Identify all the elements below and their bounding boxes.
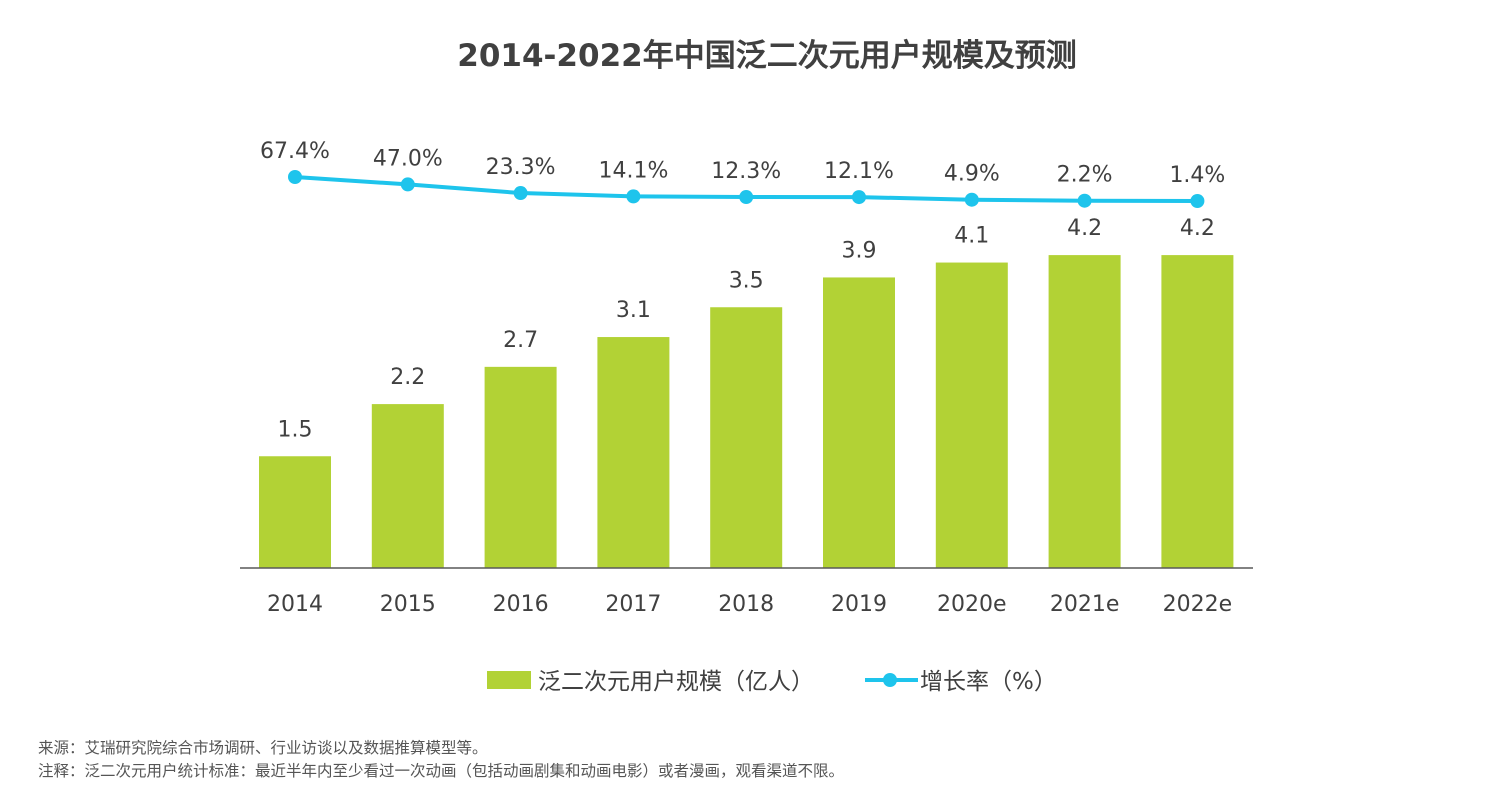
bar-label-2018: 3.5 bbox=[729, 268, 764, 293]
growth-label-2019: 12.1% bbox=[824, 159, 894, 184]
bar-label-2016: 2.7 bbox=[503, 328, 538, 353]
growth-point-2015 bbox=[400, 177, 415, 192]
growth-label-2016: 23.3% bbox=[486, 155, 556, 180]
bar-2015 bbox=[371, 404, 444, 568]
x-tick-2020e: 2020e bbox=[937, 592, 1007, 617]
bars-group: 1.5 2.2 2.7 3.1 3.5 3.9 4.1 4.2 4.2 bbox=[259, 216, 1234, 568]
bar-label-2021e: 4.2 bbox=[1067, 216, 1102, 241]
bar-label-2019: 3.9 bbox=[842, 238, 877, 263]
x-tick-2014: 2014 bbox=[267, 592, 323, 617]
growth-label-2021e: 2.2% bbox=[1057, 163, 1113, 188]
growth-label-2022e: 1.4% bbox=[1169, 163, 1225, 188]
legend-bar-swatch bbox=[487, 671, 531, 689]
growth-point-2021e bbox=[1077, 193, 1092, 208]
annotation-note: 注释：泛二次元用户统计标准：最近半年内至少看过一次动画（包括动画剧集和动画电影）… bbox=[38, 762, 845, 780]
bar-label-2017: 3.1 bbox=[616, 298, 651, 323]
growth-point-2022e bbox=[1190, 194, 1205, 208]
growth-label-2017: 14.1% bbox=[598, 158, 668, 183]
bar-label-2020e: 4.1 bbox=[954, 224, 989, 249]
legend-line-marker bbox=[883, 673, 897, 687]
growth-label-2018: 12.3% bbox=[711, 159, 781, 184]
bar-2021e bbox=[1048, 255, 1121, 568]
bar-label-2014: 1.5 bbox=[278, 417, 313, 442]
x-tick-2021e: 2021e bbox=[1050, 592, 1120, 617]
line-group: 67.4% 47.0% 23.3% 14.1% 12.3% 12.1% 4.9% 2.2% 1.… bbox=[260, 139, 1225, 208]
bar-label-2022e: 4.2 bbox=[1180, 216, 1215, 241]
bar-2018 bbox=[710, 307, 783, 568]
chart-title: 2014-2022年中国泛二次元用户规模及预测 bbox=[457, 38, 1076, 74]
x-axis-ticks: 2014 2015 2016 2017 2018 2019 2020e 2021e 2022e bbox=[267, 592, 1232, 617]
growth-label-2015: 47.0% bbox=[373, 146, 443, 171]
growth-point-2020e bbox=[964, 192, 979, 207]
x-tick-2019: 2019 bbox=[831, 592, 887, 617]
bar-2014 bbox=[259, 456, 331, 568]
bar-2017 bbox=[597, 337, 670, 568]
growth-point-2017 bbox=[626, 189, 641, 204]
x-tick-2015: 2015 bbox=[380, 592, 436, 617]
x-tick-2017: 2017 bbox=[605, 592, 661, 617]
growth-point-2016 bbox=[513, 186, 528, 201]
growth-point-2018 bbox=[739, 190, 754, 205]
legend-line-label: 增长率（%） bbox=[920, 669, 1057, 695]
x-tick-2016: 2016 bbox=[493, 592, 549, 617]
notes: 来源：艾瑞研究院综合市场调研、行业访谈以及数据推算模型等。 注释：泛二次元用户统… bbox=[38, 737, 844, 783]
x-tick-2022e: 2022e bbox=[1163, 592, 1233, 617]
growth-point-2019 bbox=[852, 190, 866, 205]
bar-2019 bbox=[823, 277, 895, 568]
bar-2022e bbox=[1161, 255, 1234, 568]
source-note: 来源：艾瑞研究院综合市场调研、行业访谈以及数据推算模型等。 bbox=[38, 739, 488, 757]
bar-2016 bbox=[484, 366, 557, 568]
bar-label-2015: 2.2 bbox=[390, 365, 425, 390]
x-tick-2018: 2018 bbox=[718, 592, 774, 617]
bar-2020e bbox=[935, 262, 1008, 568]
growth-label-2020e: 4.9% bbox=[944, 162, 1000, 187]
growth-point-2014 bbox=[288, 170, 302, 184]
legend-bar-label: 泛二次元用户规模（亿人） bbox=[538, 669, 814, 695]
growth-label-2014: 67.4% bbox=[260, 139, 330, 164]
legend: 泛二次元用户规模（亿人） 增长率（%） bbox=[487, 669, 1057, 695]
